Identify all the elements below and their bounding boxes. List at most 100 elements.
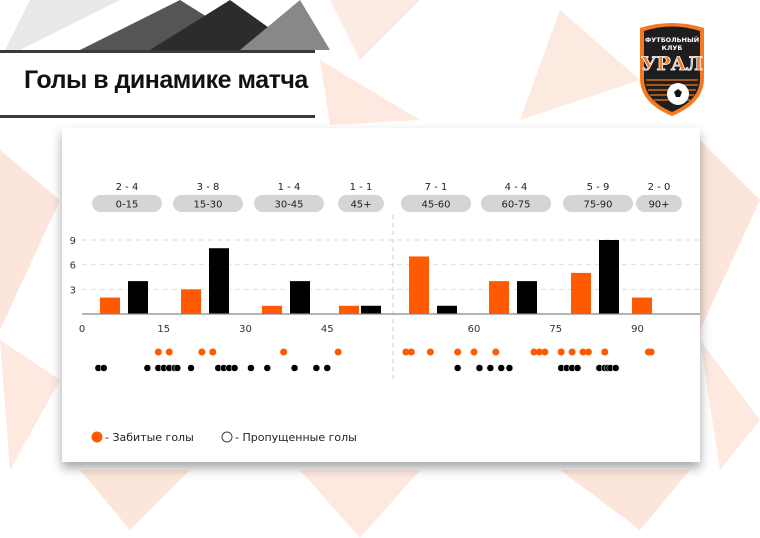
scored-goal-dot xyxy=(579,348,587,356)
period-label: 60-75 xyxy=(501,200,530,211)
bar-conceded xyxy=(209,248,229,314)
period-pill xyxy=(481,195,551,212)
svg-text:КЛУБ: КЛУБ xyxy=(662,44,683,52)
conceded-goal-dot xyxy=(230,364,239,372)
scored-goal-dot xyxy=(530,348,538,356)
legend-scored-label: - Забитые голы xyxy=(105,431,194,444)
bar-scored xyxy=(339,305,359,314)
scored-goal-dot xyxy=(535,348,543,356)
score-label: 2 - 4 xyxy=(116,182,139,193)
x-tick-label: 75 xyxy=(549,324,562,335)
scored-goal-dot xyxy=(601,348,609,356)
scored-goal-dot xyxy=(492,348,500,356)
period-pill xyxy=(338,195,384,212)
score-label: 7 - 1 xyxy=(425,182,448,193)
conceded-goal-dot xyxy=(486,364,495,372)
score-label: 1 - 1 xyxy=(350,182,373,193)
scored-goal-dot xyxy=(470,348,478,356)
scored-goal-dot xyxy=(584,348,592,356)
score-label: 2 - 0 xyxy=(648,182,671,193)
conceded-goal-dot xyxy=(505,364,514,372)
scored-goal-dot xyxy=(568,348,576,356)
period-pill xyxy=(254,195,324,212)
scored-goal-dot xyxy=(647,348,655,356)
scored-goal-dot xyxy=(541,348,549,356)
period-pill xyxy=(636,195,682,212)
x-tick-label: 15 xyxy=(157,324,170,335)
scored-goal-dot xyxy=(402,348,410,356)
legend-conceded-icon xyxy=(221,431,233,443)
y-tick-label: 6 xyxy=(70,261,76,272)
bar-conceded xyxy=(517,281,537,314)
period-label: 30-45 xyxy=(274,200,303,211)
bar-scored xyxy=(100,297,120,314)
x-tick-label: 45 xyxy=(321,324,334,335)
score-label: 3 - 8 xyxy=(197,182,220,193)
x-tick-label: 30 xyxy=(239,324,252,335)
bar-conceded xyxy=(437,305,457,314)
ural-logo: ФУТБОЛЬНЫЙ КЛУБ УРАЛ xyxy=(640,23,704,116)
x-tick-label: 60 xyxy=(468,324,481,335)
conceded-goal-dot xyxy=(312,364,321,372)
score-label: 4 - 4 xyxy=(505,182,528,193)
svg-text:УРАЛ: УРАЛ xyxy=(641,53,703,75)
conceded-goal-dot xyxy=(290,364,299,372)
svg-text:ФУТБОЛЬНЫЙ: ФУТБОЛЬНЫЙ xyxy=(645,35,699,44)
page-title: Голы в динамике матча xyxy=(24,66,308,94)
conceded-goal-dot xyxy=(143,364,152,372)
bar-scored xyxy=(181,289,201,314)
score-label: 5 - 9 xyxy=(587,182,610,193)
scored-goal-dot xyxy=(557,348,565,356)
bar-conceded xyxy=(361,305,381,314)
x-tick-label: 90 xyxy=(631,324,644,335)
period-label: 0-15 xyxy=(116,200,139,211)
conceded-goal-dot xyxy=(323,364,331,372)
period-pill xyxy=(173,195,243,212)
scored-goal-dot xyxy=(407,348,415,356)
conceded-goal-dot xyxy=(497,364,505,372)
period-pill xyxy=(92,195,162,212)
period-pill xyxy=(401,195,471,212)
bar-conceded xyxy=(599,240,619,314)
legend-scored-icon xyxy=(91,431,103,443)
scored-goal-dot xyxy=(198,348,206,356)
conceded-goal-dot xyxy=(187,364,195,372)
conceded-goal-dot xyxy=(453,364,462,372)
scored-goal-dot xyxy=(154,348,162,356)
conceded-goal-dot xyxy=(263,364,272,372)
x-tick-label: 0 xyxy=(79,324,85,335)
bar-scored xyxy=(632,297,652,314)
conceded-goal-dot xyxy=(247,364,255,372)
period-label: 75-90 xyxy=(583,200,612,211)
y-tick-label: 9 xyxy=(70,236,76,247)
period-pill xyxy=(563,195,633,212)
scored-goal-dot xyxy=(209,348,217,356)
scored-goal-dot xyxy=(334,348,342,356)
bar-scored xyxy=(262,305,282,314)
bar-scored xyxy=(409,256,429,314)
score-label: 1 - 4 xyxy=(278,182,301,193)
y-tick-label: 3 xyxy=(70,285,76,296)
conceded-goal-dot xyxy=(573,364,582,372)
bar-scored xyxy=(489,281,509,314)
scored-goal-dot xyxy=(280,348,288,356)
chart-card xyxy=(62,128,700,462)
period-label: 15-30 xyxy=(193,200,222,211)
bar-conceded xyxy=(128,281,148,314)
scored-goal-dot xyxy=(454,348,462,356)
conceded-goal-dot xyxy=(173,364,182,372)
scored-goal-dot xyxy=(426,348,434,356)
period-label: 45+ xyxy=(350,200,371,211)
conceded-goal-dot xyxy=(475,364,484,372)
bar-scored xyxy=(571,272,591,314)
title-band: Голы в динамике матча xyxy=(0,50,315,118)
conceded-goal-dot xyxy=(100,364,108,372)
scored-goal-dot xyxy=(165,348,173,356)
bar-conceded xyxy=(290,281,310,314)
legend-conceded-label: - Пропущенные голы xyxy=(235,431,357,444)
period-label: 45-60 xyxy=(421,200,450,211)
period-label: 90+ xyxy=(648,200,669,211)
conceded-goal-dot xyxy=(611,364,620,372)
